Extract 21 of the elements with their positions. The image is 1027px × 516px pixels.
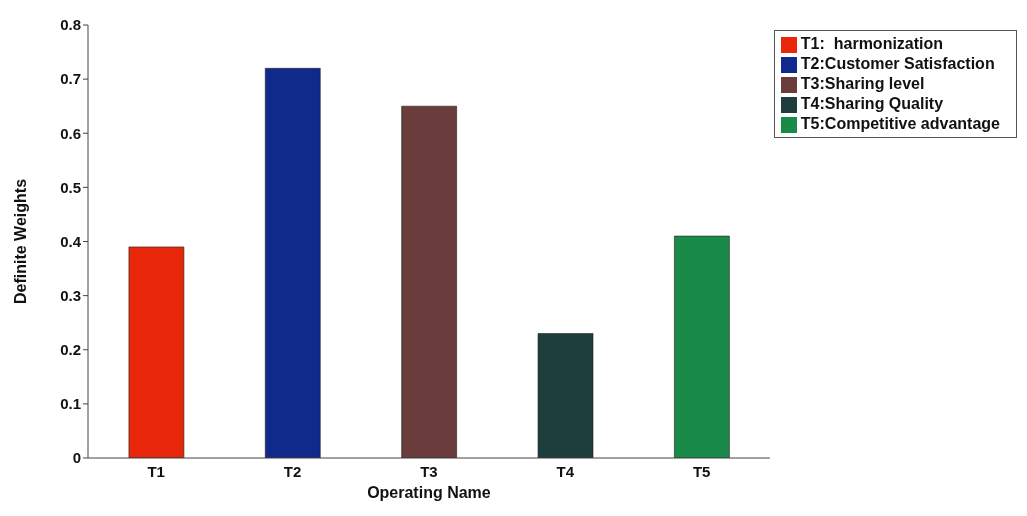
legend-label: T4:Sharing Quality xyxy=(800,95,944,112)
y-axis-title: Definite Weights xyxy=(11,178,29,305)
x-axis-title: Operating Name xyxy=(367,484,491,501)
y-tick-label: 0.2 xyxy=(60,341,81,359)
legend-label: T3:Sharing level xyxy=(800,75,925,92)
y-tick-label: 0.5 xyxy=(60,178,81,196)
y-tick-label: 0.8 xyxy=(60,16,81,34)
x-tick-label: T1 xyxy=(147,462,165,480)
y-tick-label: 0.6 xyxy=(60,124,81,142)
x-tick-label: T3 xyxy=(420,462,438,480)
legend-label: T5:Competitive advantage xyxy=(800,115,1000,132)
y-tick-label: 0 xyxy=(72,449,81,467)
x-tick-label: T5 xyxy=(692,462,711,480)
legend-label: T1: harmonization xyxy=(800,35,944,52)
legend-label: T2:Customer Satisfaction xyxy=(800,55,995,72)
x-tick-label: T4 xyxy=(556,462,575,480)
x-tick-label: T2 xyxy=(283,462,302,480)
y-tick-label: 0.4 xyxy=(60,232,82,250)
y-tick-label: 0.1 xyxy=(60,395,81,413)
y-tick-label: 0.7 xyxy=(60,70,81,88)
y-tick-label: 0.3 xyxy=(60,286,81,304)
